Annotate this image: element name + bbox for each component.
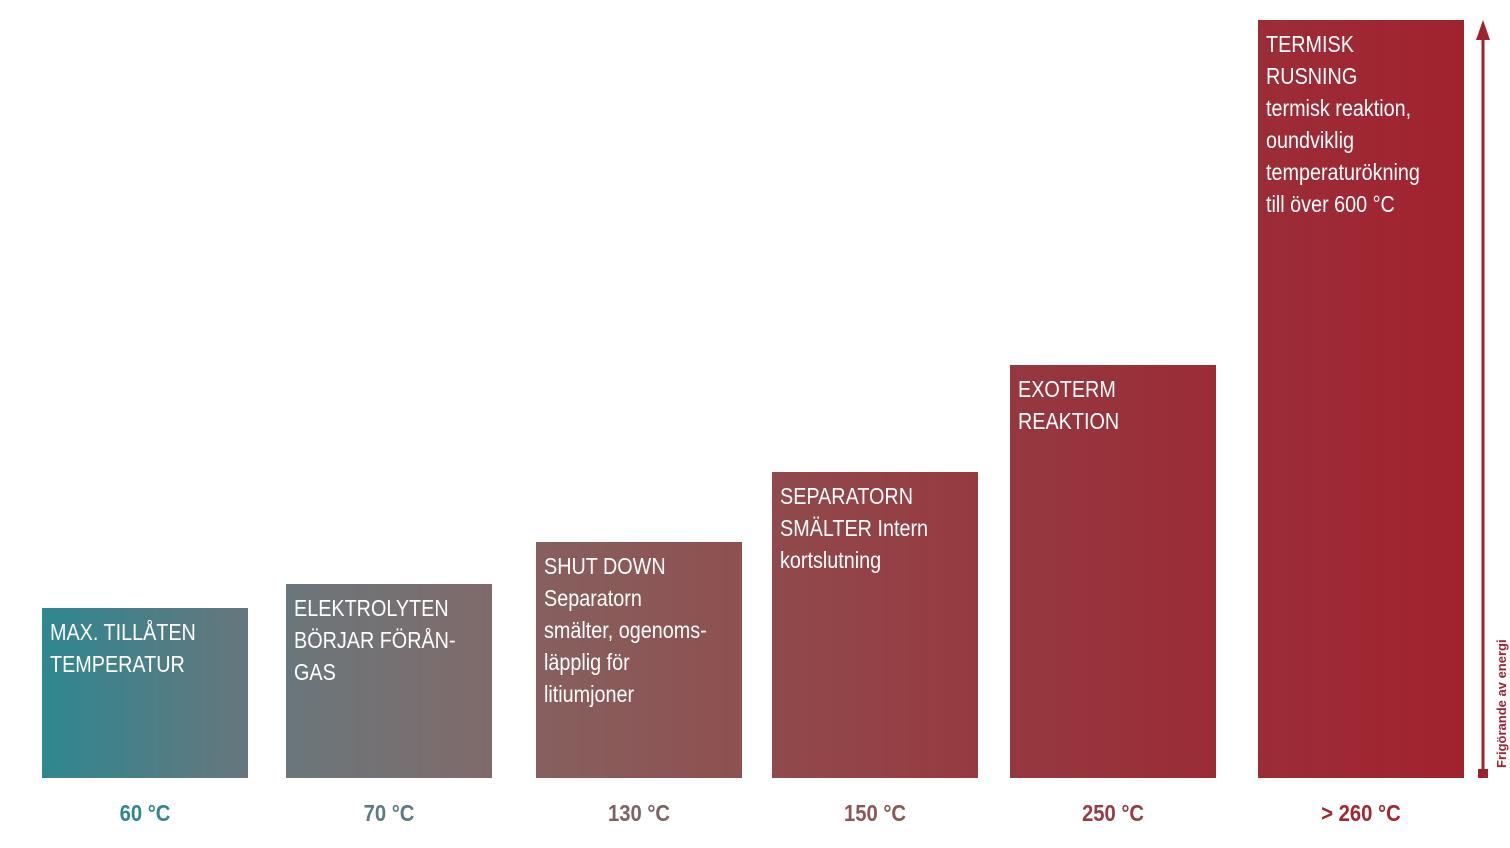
step-text: TEMPERATUR [50,651,185,677]
step-box: SHUT DOWN Separatorn smälter, ogenoms-läpp… [536,542,742,778]
step-temperature: 130 °C [607,800,671,826]
step-text: till över 600 °C [1266,191,1395,217]
step-title: MAX. TILLÅTEN [50,619,196,645]
step-title: SHUT DOWN [544,553,666,579]
step-box: EXOTERM REAKTION [1010,365,1216,778]
step-box: SEPARATORN SMÄLTER Intern kortslutning [772,472,978,778]
step-temperature: 70 °C [363,800,415,826]
step-box: MAX. TILLÅTEN TEMPERATUR [42,608,248,778]
arrow-head [1476,20,1490,40]
step-text: oundviklig [1266,127,1354,153]
step-text: termisk reaktion, [1266,95,1412,121]
step-text: litiumjoner [544,681,635,707]
axis-label: Frigörande av energi [1494,639,1509,768]
step-title: TERMISK [1266,31,1354,57]
step-text: Separatorn [544,585,642,611]
step-temperature: > 260 °C [1321,800,1401,826]
step-title: ELEKTROLYTEN [294,595,449,621]
step-text: läpplig för [544,649,630,675]
step-box: TERMISK RUSNING termisk reaktion, oundvikli… [1258,20,1464,778]
step-text: REAKTION [1018,408,1120,434]
step-title: SEPARATORN [780,483,914,509]
step-text: BÖRJAR FÖRÅN- [294,627,456,653]
step-temperature: 150 °C [843,800,907,826]
step-text: RUSNING [1266,63,1358,89]
step-text: smälter, ogenoms- [544,617,707,643]
step-text: GAS [294,659,336,685]
step-title: EXOTERM [1018,376,1116,402]
step-box: ELEKTROLYTEN BÖRJAR FÖRÅN- GAS [286,584,492,778]
step-text: kortslutning [780,547,882,573]
step-text: SMÄLTER Intern [780,515,929,541]
step-text: temperaturökning [1266,159,1420,185]
step-temperature: 250 °C [1081,800,1145,826]
step-temperature: 60 °C [119,800,171,826]
arrow-base [1478,769,1488,778]
